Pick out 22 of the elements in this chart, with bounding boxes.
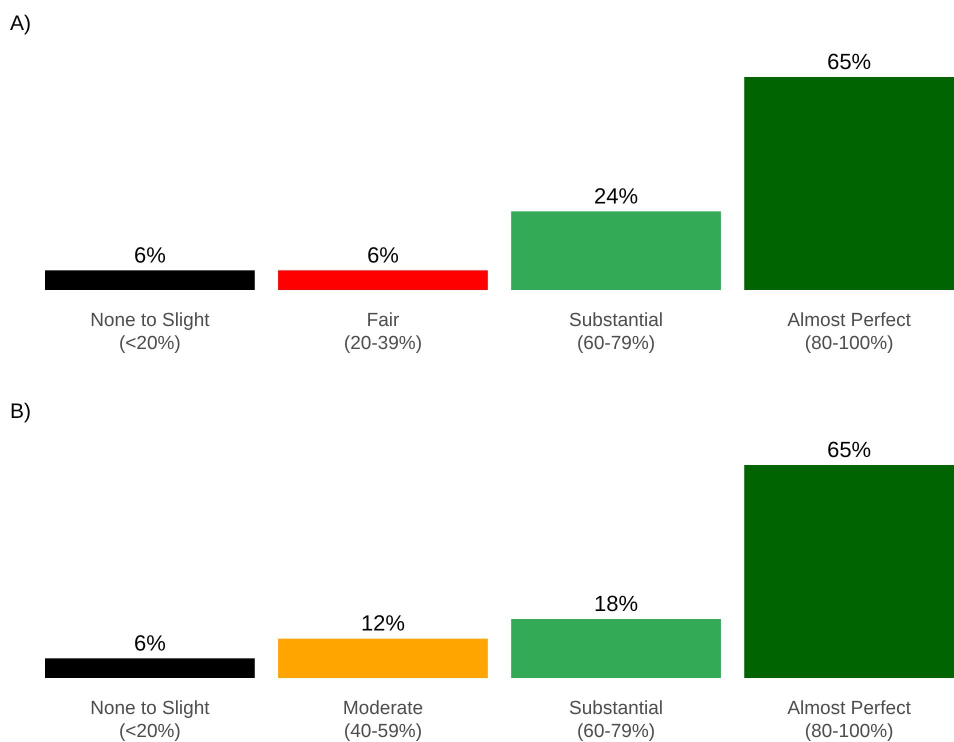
x-tick-label: None to Slight (<20%) — [90, 698, 210, 742]
x-tick-label: Almost Perfect (80-100%) — [787, 698, 912, 742]
chart-title: A) — [10, 12, 31, 35]
chart-title: B) — [10, 400, 31, 423]
x-tick-label: Almost Perfect (80-100%) — [787, 310, 912, 354]
data-label: 6% — [134, 630, 166, 656]
bar — [744, 465, 954, 678]
x-tick-label: None to Slight (<20%) — [90, 310, 210, 354]
data-label: 24% — [594, 183, 638, 208]
data-label: 6% — [367, 242, 399, 268]
x-tick-label: Fair (20-39%) — [344, 310, 422, 354]
data-label: 65% — [827, 437, 872, 462]
x-tick-label: Moderate (40-59%) — [342, 698, 424, 742]
bar — [511, 619, 721, 678]
bar — [278, 638, 488, 678]
x-tick-label: Substantial (60-79%) — [569, 310, 664, 354]
data-label: 18% — [594, 591, 638, 616]
x-tick-label: Substantial (60-79%) — [569, 698, 664, 742]
data-label: 65% — [827, 49, 872, 74]
bar — [45, 658, 255, 678]
data-label: 6% — [134, 242, 166, 268]
data-label: 12% — [360, 610, 405, 636]
